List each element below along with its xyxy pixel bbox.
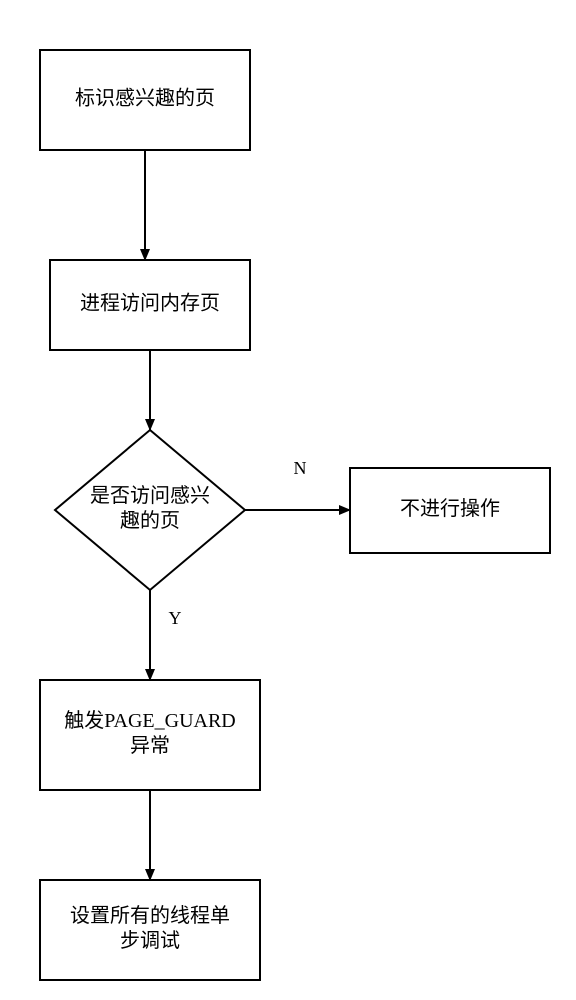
node-n5: 触发PAGE_GUARD异常 xyxy=(40,680,260,790)
node-n2-label-line-0: 进程访问内存页 xyxy=(80,292,220,315)
flowchart-canvas: NY 标识感兴趣的页进程访问内存页是否访问感兴趣的页不进行操作触发PAGE_GU… xyxy=(0,0,576,1000)
node-n4-label-line-0: 不进行操作 xyxy=(400,497,500,520)
node-n6: 设置所有的线程单步调试 xyxy=(40,880,260,980)
node-n5-label-line-1: 异常 xyxy=(130,734,170,757)
node-n5-label-line-0: 触发PAGE_GUARD xyxy=(64,709,236,732)
node-n3-label-line-1: 趣的页 xyxy=(120,509,180,532)
node-n2: 进程访问内存页 xyxy=(50,260,250,350)
node-n1: 标识感兴趣的页 xyxy=(40,50,250,150)
node-n3: 是否访问感兴趣的页 xyxy=(55,430,245,590)
node-n6-label-line-0: 设置所有的线程单 xyxy=(70,904,230,927)
node-n1-label-line-0: 标识感兴趣的页 xyxy=(75,87,215,110)
edge-label-Y: Y xyxy=(169,608,182,628)
node-n4: 不进行操作 xyxy=(350,468,550,553)
node-n3-label-line-0: 是否访问感兴 xyxy=(90,484,210,507)
node-n6-label-line-1: 步调试 xyxy=(120,929,180,952)
edge-label-N: N xyxy=(294,458,307,478)
